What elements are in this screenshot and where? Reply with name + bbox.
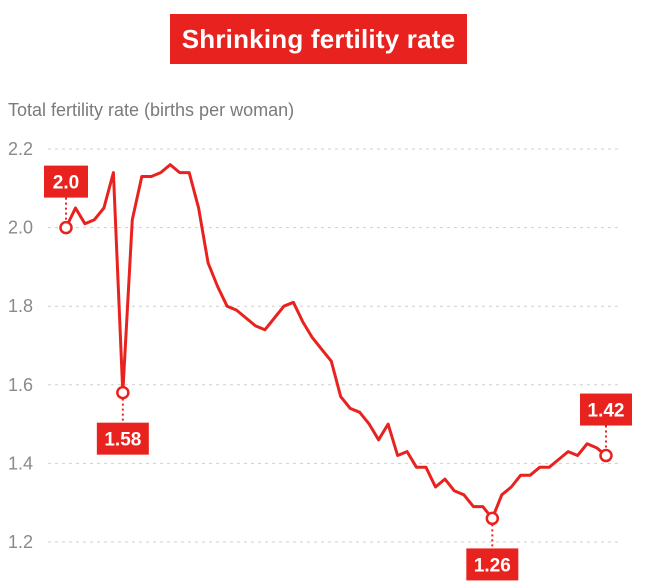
y-tick-label: 1.4: [8, 453, 33, 473]
annotation-point: [59, 220, 73, 235]
annotation-point: [485, 511, 500, 526]
annotation-label-box: [44, 165, 88, 198]
annotation-point: [599, 448, 613, 463]
y-axis-label: Total fertility rate (births per woman): [8, 100, 295, 120]
annotation-point: [116, 385, 130, 400]
annotation-label-box: [466, 548, 519, 581]
y-tick-label: 1.6: [8, 375, 33, 395]
annotation-label-box: [96, 422, 149, 455]
y-tick-label: 2.2: [8, 139, 33, 159]
annotation-label: 1.58: [104, 430, 141, 451]
annotation-label-box: [580, 393, 632, 426]
y-tick-label: 1.8: [8, 296, 33, 316]
y-tick-label: 2.0: [8, 218, 33, 238]
annotation-label: 2.0: [53, 173, 79, 194]
y-tick-label: 1.2: [8, 532, 33, 552]
annotation-label: 1.42: [588, 401, 625, 422]
annotation-label: 1.26: [474, 555, 511, 576]
data-series-line: [64, 163, 608, 520]
chart-title: Shrinking fertility rate: [170, 14, 467, 64]
